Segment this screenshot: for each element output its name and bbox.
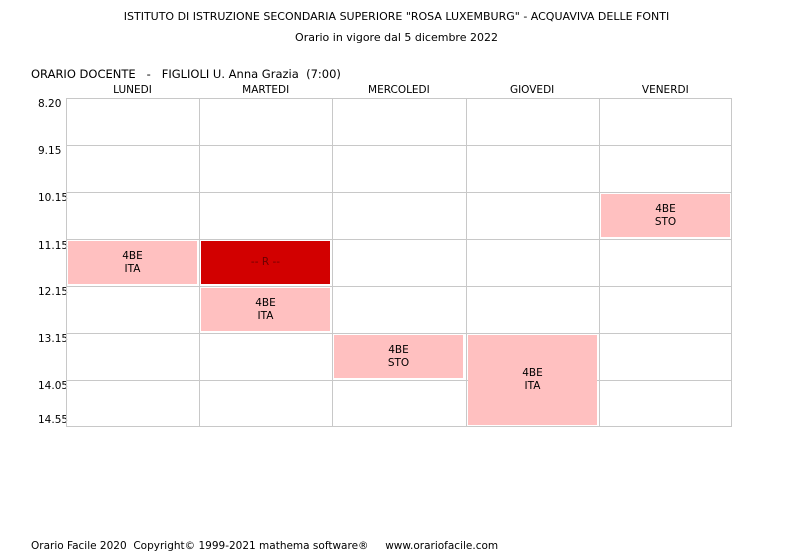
lesson-subject: ITA: [124, 262, 141, 275]
lesson-subject: ITA: [524, 380, 541, 392]
grid-column-line: [199, 98, 200, 427]
footer-copyright: Orario Facile 2020 Copyright© 1999-2021 …: [31, 540, 499, 552]
lesson-block[interactable]: 4BE ITA: [201, 288, 330, 331]
timetable-grid: [66, 98, 732, 427]
time-label: 14.05: [38, 380, 69, 392]
time-label: 9.15: [38, 145, 62, 157]
lesson-subject: STO: [387, 356, 410, 369]
day-header-venerdi: VENERDI: [641, 84, 689, 96]
day-header-mercoledi: MERCOLEDI: [368, 84, 430, 96]
grid-row-line: [66, 192, 732, 193]
day-header-giovedi: GIOVEDI: [509, 84, 555, 96]
lesson-block[interactable]: 4BE STO: [601, 194, 730, 237]
grid-column-line: [466, 98, 467, 427]
time-label: 13.15: [38, 333, 69, 345]
lesson-class: 4BE: [388, 343, 409, 356]
lesson-class: -- R --: [250, 256, 281, 268]
grid-row-line: [66, 380, 732, 381]
time-label: 10.15: [38, 192, 69, 204]
lesson-class: 4BE: [255, 296, 276, 309]
grid-row-line: [66, 145, 732, 146]
grid-row-line: [66, 239, 732, 240]
day-header-lunedi: LUNEDI: [113, 84, 152, 96]
grid-column-line: [599, 98, 600, 427]
lesson-subject: STO: [654, 215, 677, 228]
lesson-class: 4BE: [522, 367, 543, 379]
time-label: 8.20: [38, 98, 62, 110]
grid-row-line: [66, 286, 732, 287]
time-label: 12.15: [38, 286, 69, 298]
validity-date: Orario in vigore dal 5 dicembre 2022: [295, 31, 498, 44]
lesson-class: 4BE: [655, 202, 676, 215]
lesson-class: 4BE: [122, 249, 143, 262]
grid-column-line: [332, 98, 333, 427]
lesson-block[interactable]: -- R --: [201, 241, 330, 284]
grid-row-line: [66, 333, 732, 334]
lesson-block[interactable]: 4BE ITA: [468, 335, 597, 425]
lesson-subject: ITA: [257, 309, 274, 322]
school-title: ISTITUTO DI ISTRUZIONE SECONDARIA SUPERI…: [123, 10, 670, 23]
lesson-block[interactable]: 4BE ITA: [68, 241, 197, 284]
lesson-block[interactable]: 4BE STO: [334, 335, 463, 378]
teacher-schedule-title: ORARIO DOCENTE - FIGLIOLI U. Anna Grazia…: [31, 67, 341, 81]
time-label: 14.55: [38, 414, 69, 426]
time-label: 11.15: [38, 240, 69, 252]
day-header-martedi: MARTEDI: [242, 84, 290, 96]
